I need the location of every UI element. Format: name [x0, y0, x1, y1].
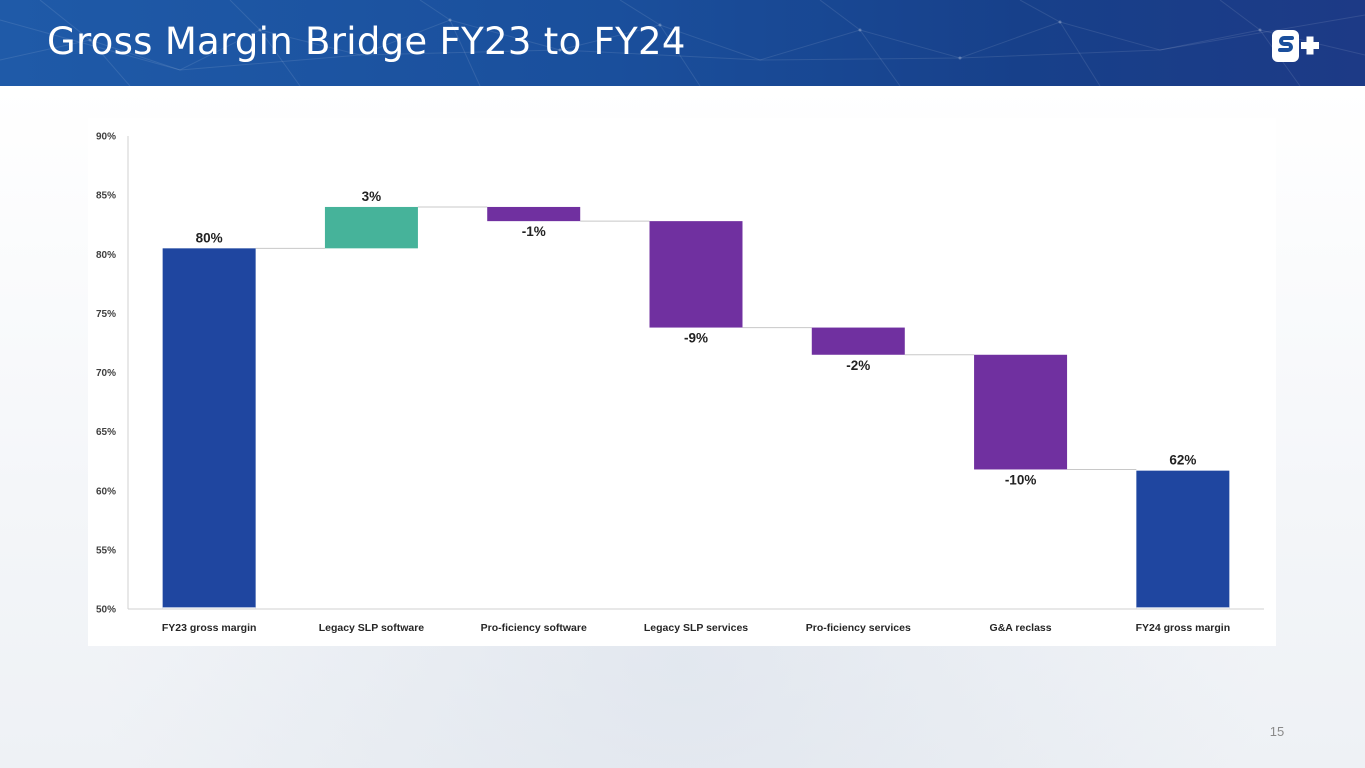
value-label: -2% [846, 358, 870, 373]
bar-legacy-slp-software [324, 206, 418, 249]
x-category-label: Pro-ficiency software [481, 622, 587, 634]
x-category-label: FY24 gross margin [1136, 622, 1231, 634]
y-tick-label: 65% [96, 427, 116, 438]
y-axis: 50% 55% 60% 65% 70% 75% 80% 85% 90% [96, 132, 129, 616]
x-category-label: G&A reclass [990, 622, 1052, 634]
slide-title: Gross Margin Bridge FY23 to FY24 [47, 20, 686, 63]
logo-text: S+ [1271, 28, 1273, 29]
x-axis: FY23 gross margin Legacy SLP software Pro-… [128, 608, 1264, 634]
bar-pro-ficiency-software [487, 206, 581, 222]
y-tick-label: 50% [96, 605, 116, 616]
x-category-label: Legacy SLP software [319, 622, 425, 634]
bar-legacy-slp-services [649, 221, 743, 328]
x-category-label: FY23 gross margin [162, 622, 257, 634]
header-network-pattern [0, 0, 1365, 86]
chart-panel: 50% 55% 60% 65% 70% 75% 80% 85% 90% 80% 3% -1% -9% -… [88, 118, 1276, 646]
x-category-label: Legacy SLP services [644, 622, 748, 634]
value-label: -9% [684, 331, 708, 346]
y-tick-label: 60% [96, 486, 116, 497]
company-logo: S+ [1271, 28, 1319, 62]
y-tick-label: 75% [96, 309, 116, 320]
x-category-label: Pro-ficiency services [806, 622, 911, 634]
y-tick-label: 80% [96, 250, 116, 261]
bar-pro-ficiency-services [811, 327, 905, 355]
y-tick-label: 85% [96, 191, 116, 202]
value-label: 62% [1169, 453, 1196, 468]
slide-header: Gross Margin Bridge FY23 to FY24 S+ [0, 0, 1365, 86]
data-labels: 80% 3% -1% -9% -2% -10% 62% [196, 189, 1197, 488]
connector-lines [255, 206, 1137, 470]
waterfall-chart: 50% 55% 60% 65% 70% 75% 80% 85% 90% 80% 3% -1% -9% -… [96, 132, 1264, 634]
bar-fy23-gross-margin [162, 248, 256, 609]
value-label: 80% [196, 230, 223, 245]
page-number: 15 [1269, 724, 1285, 739]
value-label: -10% [1005, 472, 1037, 487]
y-tick-label: 90% [96, 132, 116, 143]
value-label: 3% [362, 189, 382, 204]
bar-g-a-reclass [974, 354, 1068, 470]
y-tick-label: 55% [96, 545, 116, 556]
value-label: -1% [522, 224, 546, 239]
bars [162, 206, 1230, 609]
y-tick-label: 70% [96, 368, 116, 379]
bar-fy24-gross-margin [1136, 470, 1230, 609]
